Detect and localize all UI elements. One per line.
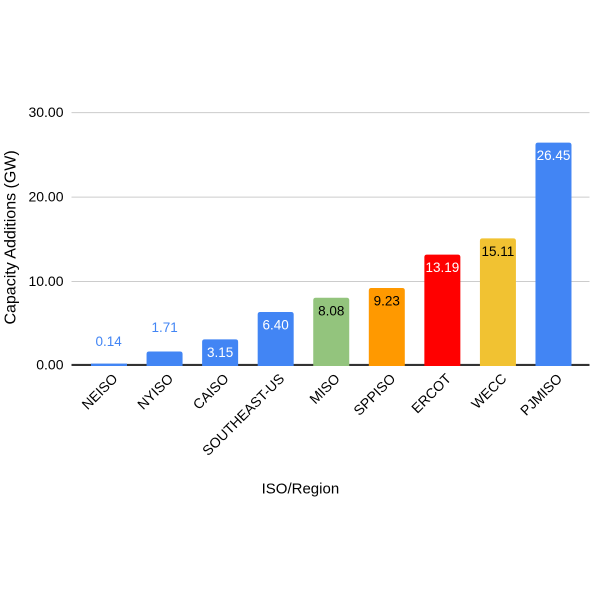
svg-text:30.00: 30.00 [28,104,63,120]
svg-text:0.14: 0.14 [95,334,122,349]
svg-text:13.19: 13.19 [425,260,459,275]
svg-text:10.00: 10.00 [28,273,63,289]
svg-text:0.00: 0.00 [36,357,63,373]
svg-text:Capacity Additions (GW): Capacity Additions (GW) [3,150,20,324]
svg-text:1.71: 1.71 [151,320,177,335]
svg-text:3.15: 3.15 [207,345,233,360]
svg-text:20.00: 20.00 [28,189,63,205]
svg-text:26.45: 26.45 [537,148,571,163]
svg-text:8.08: 8.08 [318,303,344,318]
svg-text:6.40: 6.40 [263,317,289,332]
svg-text:9.23: 9.23 [374,294,400,309]
svg-text:15.11: 15.11 [482,244,515,259]
svg-text:ISO/Region: ISO/Region [262,481,340,498]
